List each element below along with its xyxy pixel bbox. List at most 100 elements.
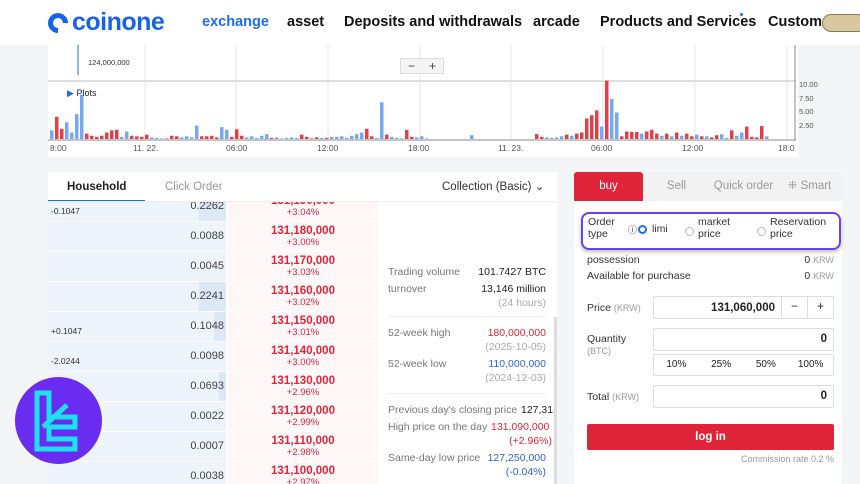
change-value: -0.1047 [51,206,80,216]
price-pct: +3.01% [286,327,320,338]
market-label[interactable]: market price [698,216,731,240]
turnover-label: turnover [388,283,427,295]
coinone-logo[interactable]: coinone [43,8,165,37]
radio-limit[interactable]: limi [638,223,668,235]
info-icon[interactable]: ⓘ [628,225,638,235]
price-cell[interactable]: 131,100,000 +2.97% [228,462,378,484]
collection-dropdown[interactable]: Collection (Basic) ⌄ [442,181,545,193]
change-cell [48,312,226,341]
volume-bar [370,136,374,139]
quantity-value: 0.0045 [190,260,224,272]
volume-bar [670,136,674,139]
x-tick-label: 8:00 [50,143,67,153]
zoom-in-button[interactable]: + [428,59,436,73]
reservation-label[interactable]: Reservation price [770,216,827,240]
orderbook-row[interactable]: 0.0088 131,180,000 +3.00% [48,222,378,252]
price-cell[interactable]: 131,170,000 +3.03% [228,252,378,281]
price-cell[interactable]: 131,160,000 +3.02% [228,282,378,311]
volume-bar [190,137,194,139]
price-decrease-button[interactable]: − [781,297,807,318]
tab-buy[interactable]: buy [574,172,643,201]
tab-click-order[interactable]: Click Order [165,181,223,193]
price-increase-button[interactable]: + [807,297,833,318]
pct-10-button[interactable]: 10% [666,359,687,370]
volume-bar [280,138,284,139]
total-input[interactable]: 0 [653,385,834,408]
volume-bar [625,131,629,139]
price-cell[interactable]: 131,120,000 +2.99% [228,402,378,431]
volume-bar [665,133,669,139]
price-pct: +2.99% [286,417,320,428]
volume-bar [300,134,304,139]
volume-bar [330,136,334,139]
price-chart[interactable]: 124,000,000 − + ▶ Plots 10.00 7.50 5.00 2.50… [48,45,818,157]
day-high-label: High price on the day [388,421,488,433]
nav-exchange[interactable]: exchange [202,14,269,30]
volume-bar [340,136,344,139]
volume-bar [390,136,394,139]
volume-bar [585,118,589,139]
scrollbar[interactable] [554,317,557,484]
volume-bar [80,94,84,139]
price-value: 131,100,000 [271,465,335,477]
y-tick-label: 2.50 [799,120,814,130]
price-value: 131,130,000 [271,375,335,387]
login-button[interactable]: log in [587,424,834,450]
orderbook-row[interactable]: 0.2241 131,160,000 +3.02% [48,282,378,312]
volume-bar [725,137,729,139]
volume-bar [540,136,544,139]
pct-100-button[interactable]: 100% [797,359,824,370]
orderbook-row[interactable]: -2.0244 0.0098 131,140,000 +3.00% [48,342,378,372]
turnover-value: 13,146 million [481,283,546,295]
nav-products[interactable]: Products and Services [600,14,757,30]
pct-50-button[interactable]: 50% [755,359,776,370]
volume-bar [675,132,679,139]
divider [388,316,546,317]
price-cell[interactable]: 131,110,000 +2.98% [228,432,378,461]
quantity-input[interactable]: 0 [653,328,834,351]
volume-bar [50,130,54,139]
radio-reservation[interactable] [757,223,766,241]
volume-bar [660,135,664,139]
nav-asset[interactable]: asset [287,14,325,30]
price-pct: +3.02% [286,297,320,308]
volume-bar [250,136,254,139]
percent-buttons: 10% 25% 50% 100% [653,354,834,376]
toggle-pill[interactable] [822,14,860,32]
orderbook-row[interactable]: +0.1047 0.1048 131,150,000 +3.01% [48,312,378,342]
zoom-out-button[interactable]: − [407,59,415,73]
orderbook-row[interactable]: 0.0038 131,100,000 +2.97% [48,462,378,484]
volume-bar [550,137,554,139]
quantity-label: Quantity [587,333,627,345]
day-high-value: 131,090,000 [491,421,550,433]
tab-smart[interactable]: ⁜ Smart [777,172,842,201]
price-cell[interactable]: 131,140,000 +3.00% [228,342,378,371]
nav-deposits[interactable]: Deposits and withdrawals [344,14,523,30]
quantity-value: 0.2241 [190,290,224,302]
price-cell[interactable]: 131,190,000+3.04% [228,202,378,221]
price-pct: +2.97% [286,477,320,484]
volume-bar [115,129,119,139]
possession-value: 0 [804,254,811,266]
tab-sell[interactable]: Sell [643,172,710,201]
orderbook-row[interactable]: 0.0045 131,170,000 +3.03% [48,252,378,282]
price-value: 131,150,000 [271,315,335,327]
volume-bar [405,129,409,139]
pct-25-button[interactable]: 25% [711,359,732,370]
price-cell[interactable]: 131,180,000 +3.00% [228,222,378,251]
price-cell[interactable]: 131,150,000 +3.01% [228,312,378,341]
volume-bar [220,127,224,139]
orderbook-row[interactable]: -0.1047 0.2262 131,190,000+3.04% [48,202,378,222]
volume-bar [715,135,719,139]
orderbook-rows: -0.1047 0.2262 131,190,000+3.04% 0.0088 … [48,202,378,484]
price-input[interactable]: 131,060,000 − + [653,296,834,319]
price-cell[interactable]: 131,130,000 +2.96% [228,372,378,401]
radio-market[interactable] [685,223,694,241]
price-value: 131,180,000 [271,225,335,237]
tab-quick-order[interactable]: Quick order [710,172,777,201]
nav-arcade[interactable]: arcade [533,14,580,30]
plots-toggle[interactable]: ▶ Plots [67,88,97,98]
tab-household[interactable]: Household [67,181,127,193]
volume-bar [195,125,199,139]
day-low-label: Same-day low price [388,452,481,464]
